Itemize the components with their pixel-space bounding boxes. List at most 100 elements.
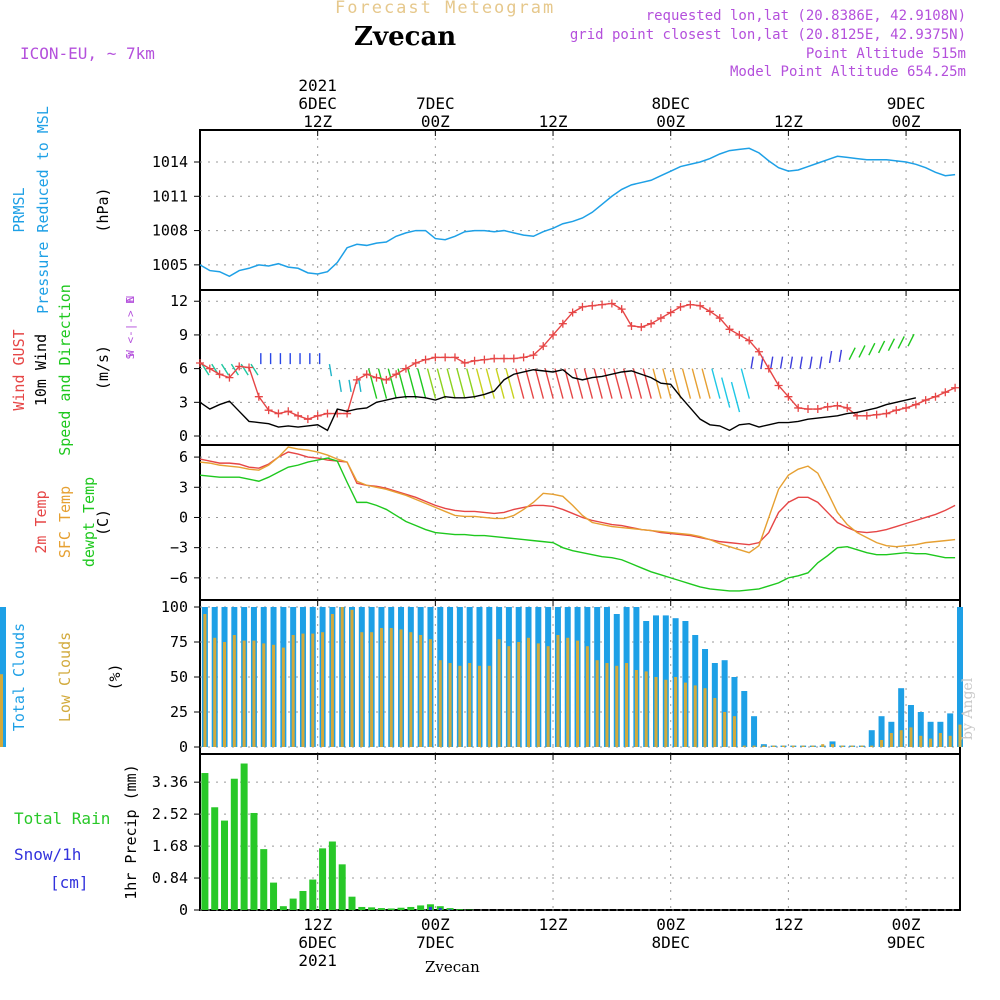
low-cloud-bar — [909, 727, 913, 747]
wind-direction-arrow — [868, 342, 876, 356]
wind-direction-arrow — [485, 368, 496, 399]
y-tick-label: −6 — [170, 569, 188, 587]
gust-marker — [862, 411, 871, 420]
rain-bar — [387, 908, 395, 910]
gust-marker — [676, 302, 685, 311]
wind-direction-arrow — [367, 368, 378, 399]
time-label-top: 8DEC — [651, 94, 690, 113]
y-axis-label: (%) — [106, 663, 124, 690]
gust-marker — [323, 409, 332, 418]
time-label-bottom: 9DEC — [887, 933, 926, 952]
rain-bar — [328, 841, 336, 910]
gust-marker — [735, 330, 744, 339]
gust-marker — [245, 363, 254, 372]
rain-bar — [211, 807, 219, 910]
rain-bar — [289, 898, 297, 910]
low-cloud-bar — [360, 632, 364, 747]
low-cloud-bar — [958, 724, 962, 747]
gust-marker — [480, 355, 489, 364]
y-tick-label: 0 — [179, 901, 188, 919]
low-cloud-bar — [585, 646, 589, 747]
wind-direction-arrow — [887, 338, 896, 351]
y-axis-label: (C) — [94, 509, 112, 536]
requested-coords: requested lon,lat (20.8386E, 42.9108N) — [645, 8, 966, 24]
y-tick-label: 0 — [179, 738, 188, 756]
wind-direction-arrow — [436, 368, 446, 399]
gust-marker — [754, 347, 763, 356]
low-cloud-bar — [340, 607, 344, 747]
time-label-top: 7DEC — [416, 94, 455, 113]
total-clouds-label: Total Clouds — [10, 623, 28, 731]
gust-marker — [460, 359, 469, 368]
y-tick-label: 1005 — [152, 256, 188, 274]
low-cloud-bar — [379, 628, 383, 747]
rain-bar — [319, 848, 327, 910]
pressure-label-desc: Pressure Reduced to MSL — [34, 106, 52, 314]
y-tick-label: 0 — [179, 508, 188, 526]
total-cloud-bar — [721, 660, 728, 747]
dewpt-label: dewpt Temp — [80, 477, 98, 567]
low-cloud-bar — [389, 628, 393, 747]
gust-marker — [313, 411, 322, 420]
low-cloud-bar — [870, 745, 874, 747]
wind-direction-arrow — [750, 356, 754, 369]
low-cloud-bar — [850, 745, 854, 747]
rain-bar — [407, 906, 415, 910]
compass-north: N — [124, 296, 137, 303]
wind-direction-arrow — [809, 356, 813, 369]
total-cloud-bar — [731, 677, 738, 747]
y-tick-label: 1011 — [152, 187, 188, 205]
low-cloud-bar — [664, 679, 668, 747]
wind-direction-arrow — [770, 356, 774, 369]
low-cloud-bar — [576, 640, 580, 747]
low-cloud-bar — [252, 640, 256, 747]
gust-marker — [352, 375, 361, 384]
total-cloud-bar — [898, 688, 905, 747]
wind-direction-arrow — [671, 368, 682, 399]
sfc-temp-label: SFC Temp — [56, 486, 74, 558]
gust-marker — [411, 359, 420, 368]
low-cloud-bar — [321, 632, 325, 747]
gust-marker — [656, 314, 665, 323]
total-cloud-bar — [917, 712, 924, 747]
gust-marker — [294, 411, 303, 420]
low-cloud-bar — [281, 647, 285, 747]
low-cloud-bar — [487, 665, 491, 747]
wind-direction-arrow — [740, 368, 750, 399]
dewpt-line — [199, 457, 956, 592]
total-cloud-bar — [741, 691, 748, 747]
total-cloud-bar — [878, 716, 885, 747]
wind-direction-arrow — [573, 368, 584, 399]
low-cloud-bar — [497, 639, 501, 747]
y-tick-label: 6 — [179, 448, 188, 466]
low-cloud-bar — [693, 685, 697, 747]
gust-marker — [284, 407, 293, 416]
total-cloud-bar — [868, 730, 875, 747]
low-cloud-bar — [683, 682, 687, 747]
low-cloud-bar — [938, 733, 942, 747]
y-tick-label: 1008 — [152, 222, 188, 240]
low-cloud-bar — [507, 646, 511, 747]
time-label-top: 12Z — [303, 112, 332, 131]
sfc-temp-line — [199, 446, 956, 554]
time-label-bottom: 12Z — [774, 915, 803, 934]
y-tick-label: 12 — [170, 292, 188, 310]
total-cloud-bar — [907, 705, 914, 747]
wind-direction-arrow — [475, 368, 486, 399]
gust-marker — [264, 406, 273, 415]
wind-direction-arrow — [417, 368, 427, 399]
low-cloud-bar — [566, 637, 570, 747]
rain-bar — [368, 907, 376, 910]
panel-wind: 0 3 6 9 12 (m/s) — [94, 290, 961, 446]
rain-bar — [221, 820, 229, 910]
footer-location: Zvecan — [425, 958, 480, 976]
time-label-bottom: 7DEC — [416, 933, 455, 952]
gust-marker — [470, 356, 479, 365]
gust-marker — [490, 354, 499, 363]
gust-marker — [519, 353, 528, 362]
panel-pressure: 1005 1008 1011 1014 (hPa) — [94, 129, 961, 291]
wind-direction-arrow — [407, 368, 417, 399]
low-cloud-bar — [546, 646, 550, 747]
low-cloud-bar — [527, 637, 531, 747]
